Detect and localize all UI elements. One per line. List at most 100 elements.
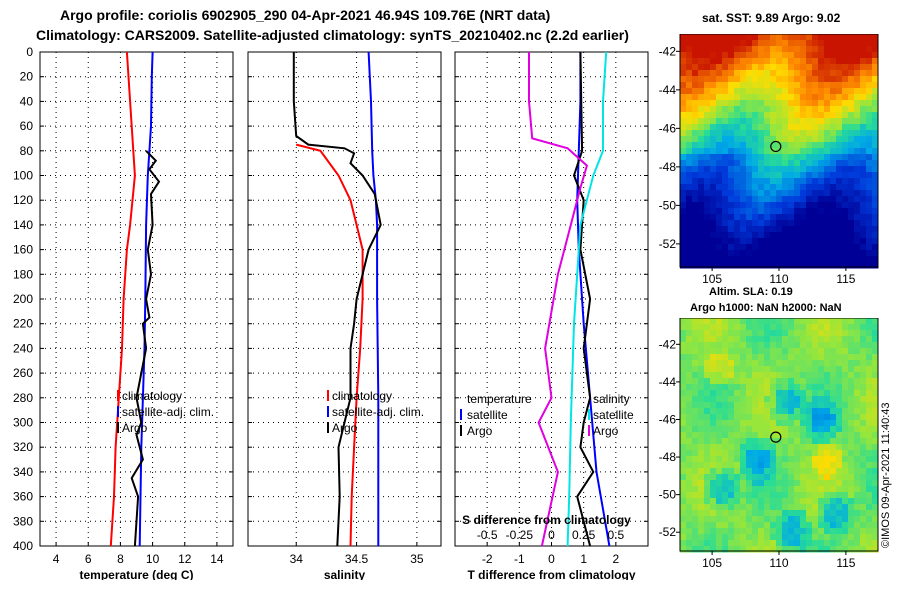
legend-label: climatology — [122, 389, 182, 403]
heatmap-cell — [800, 534, 807, 541]
heatmap-cell — [728, 88, 735, 95]
heatmap-cell — [854, 504, 861, 511]
heatmap-cell — [770, 498, 777, 505]
heatmap-cell — [728, 438, 735, 445]
heatmap-cell — [698, 172, 705, 179]
heatmap-cell — [848, 342, 855, 349]
heatmap-cell — [746, 160, 753, 167]
heatmap-cell — [794, 354, 801, 361]
heatmap-cell — [824, 360, 831, 367]
heatmap-cell — [830, 516, 837, 523]
heatmap-cell — [812, 510, 819, 517]
heatmap-cell — [836, 522, 843, 529]
heatmap-cell — [860, 136, 867, 143]
heatmap-cell — [776, 160, 783, 167]
heatmap-cell — [740, 360, 747, 367]
heatmap-cell — [752, 366, 759, 373]
heatmap-cell — [824, 342, 831, 349]
heatmap-cell — [716, 76, 723, 83]
heatmap-cell — [704, 480, 711, 487]
heatmap-cell — [758, 342, 765, 349]
heatmap-cell — [830, 58, 837, 65]
x-tick-label: 34.5 — [345, 552, 369, 566]
heatmap-cell — [782, 244, 789, 251]
heatmap-cell — [776, 498, 783, 505]
heatmap-cell — [740, 208, 747, 215]
heatmap-cell — [716, 480, 723, 487]
heatmap-cell — [842, 504, 849, 511]
heatmap-cell — [686, 522, 693, 529]
heatmap-cell — [752, 402, 759, 409]
heatmap-cell — [728, 348, 735, 355]
heatmap-cell — [764, 426, 771, 433]
heatmap-cell — [848, 142, 855, 149]
heatmap-cell — [788, 52, 795, 59]
heatmap-cell — [728, 124, 735, 131]
heatmap-cell — [812, 360, 819, 367]
heatmap-cell — [848, 432, 855, 439]
heatmap-cell — [866, 384, 873, 391]
heatmap-cell — [770, 124, 777, 131]
heatmap-cell — [722, 250, 729, 257]
x-tick-label: -1 — [514, 552, 525, 566]
heatmap-cell — [728, 208, 735, 215]
heatmap-cell — [866, 330, 873, 337]
heatmap-cell — [794, 330, 801, 337]
heatmap-cell — [710, 402, 717, 409]
heatmap-cell — [848, 516, 855, 523]
heatmap-cell — [824, 178, 831, 185]
heatmap-cell — [764, 366, 771, 373]
heatmap-cell — [842, 94, 849, 101]
heatmap-cell — [806, 354, 813, 361]
heatmap-cell — [872, 444, 879, 451]
heatmap-cell — [758, 124, 765, 131]
heatmap-cell — [782, 426, 789, 433]
heatmap-cell — [776, 130, 783, 137]
x-tick-label: 4 — [53, 552, 60, 566]
heatmap-cell — [782, 58, 789, 65]
heatmap-cell — [794, 504, 801, 511]
heatmap-cell — [848, 444, 855, 451]
heatmap-cell — [692, 498, 699, 505]
heatmap-cell — [710, 546, 717, 553]
heatmap-cell — [782, 40, 789, 47]
heatmap-cell — [728, 462, 735, 469]
heatmap-cell — [800, 256, 807, 263]
heatmap-cell — [824, 324, 831, 331]
heatmap-cell — [770, 82, 777, 89]
heatmap-cell — [752, 528, 759, 535]
lat-tick-label: -46 — [659, 412, 677, 426]
heatmap-cell — [860, 504, 867, 511]
heatmap-cell — [812, 534, 819, 541]
heatmap-cell — [728, 366, 735, 373]
heatmap-cell — [806, 220, 813, 227]
heatmap-cell — [728, 238, 735, 245]
heatmap-cell — [794, 402, 801, 409]
heatmap-cell — [740, 408, 747, 415]
heatmap-cell — [704, 486, 711, 493]
heatmap-cell — [800, 390, 807, 397]
heatmap-cell — [860, 474, 867, 481]
heatmap-cell — [830, 444, 837, 451]
heatmap-cell — [710, 534, 717, 541]
heatmap-cell — [698, 534, 705, 541]
series-line-climatology — [109, 51, 136, 547]
heatmap-cell — [692, 330, 699, 337]
heatmap-cell — [860, 112, 867, 119]
heatmap-cell — [842, 142, 849, 149]
heatmap-cell — [752, 324, 759, 331]
heatmap-cell — [866, 468, 873, 475]
heatmap-cell — [842, 256, 849, 263]
heatmap-cell — [866, 318, 873, 325]
heatmap-cell — [728, 70, 735, 77]
heatmap-cell — [698, 196, 705, 203]
heatmap-cell — [842, 154, 849, 161]
heatmap-cell — [770, 106, 777, 113]
heatmap-cell — [836, 510, 843, 517]
heatmap-cell — [776, 262, 783, 269]
heatmap-cell — [716, 118, 723, 125]
heatmap-cell — [830, 486, 837, 493]
heatmap-cell — [686, 34, 693, 41]
heatmap-cell — [866, 348, 873, 355]
heatmap-cell — [800, 196, 807, 203]
